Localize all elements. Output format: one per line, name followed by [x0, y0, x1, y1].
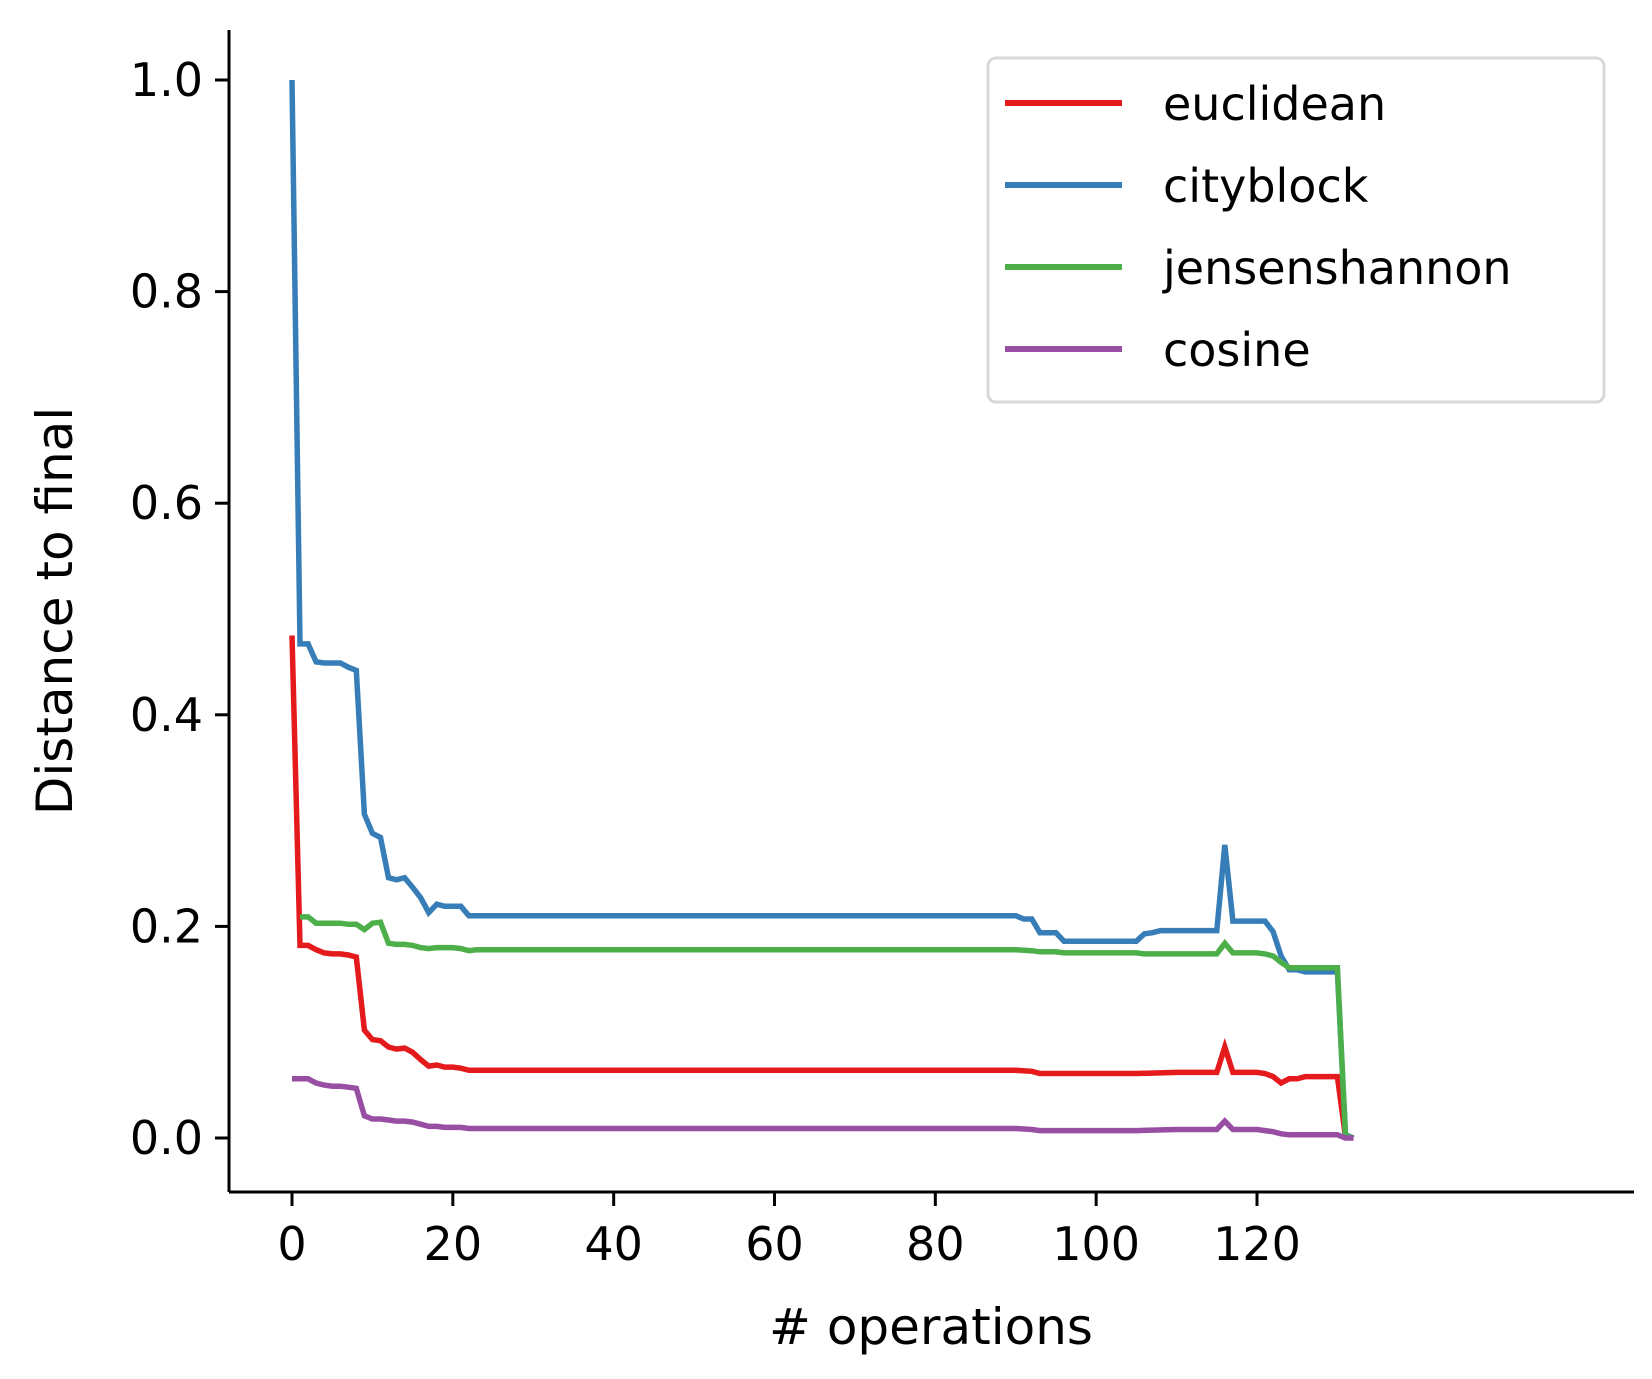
legend-label-jensenshannon: jensenshannon — [1162, 241, 1512, 295]
legend-frame — [986, 56, 1606, 404]
x-tick-label: 0 — [277, 1217, 306, 1271]
y-tick-label: 1.0 — [130, 53, 203, 107]
series-line-euclidean — [289, 635, 1354, 1141]
x-axis-label: # operations — [769, 1298, 1093, 1356]
legend-label-cityblock: cityblock — [1163, 159, 1369, 213]
x-tick-label: 100 — [1052, 1217, 1140, 1271]
legend-label-cosine: cosine — [1163, 323, 1311, 377]
series-line-cityblock — [289, 79, 1355, 1141]
series-line-cosine — [292, 1076, 1354, 1141]
y-tick-label: 0.8 — [130, 265, 203, 319]
legend: euclidean cityblock jensenshannon cosine — [986, 56, 1606, 404]
y-tick-label: 0.6 — [130, 476, 203, 530]
series-line-jensenshannon — [300, 914, 1355, 1141]
x-tick-label: 40 — [584, 1217, 643, 1271]
y-tick-label: 0.4 — [130, 688, 203, 742]
x-tick-label: 60 — [745, 1217, 804, 1271]
axes — [227, 30, 1634, 1194]
x-tick-label: 80 — [906, 1217, 965, 1271]
x-tick-label: 120 — [1213, 1217, 1301, 1271]
y-tick-label: 0.2 — [130, 899, 203, 953]
series-layer — [289, 79, 1355, 1141]
x-tick-label: 20 — [424, 1217, 483, 1271]
y-axis-label: Distance to final — [26, 407, 84, 815]
y-tick-label: 0.0 — [130, 1111, 203, 1165]
x-ticks: 0 20 40 60 80 100 120 — [277, 1192, 1301, 1271]
legend-label-euclidean: euclidean — [1163, 77, 1386, 131]
y-ticks: 0.0 0.2 0.4 0.6 0.8 1.0 — [130, 53, 229, 1165]
